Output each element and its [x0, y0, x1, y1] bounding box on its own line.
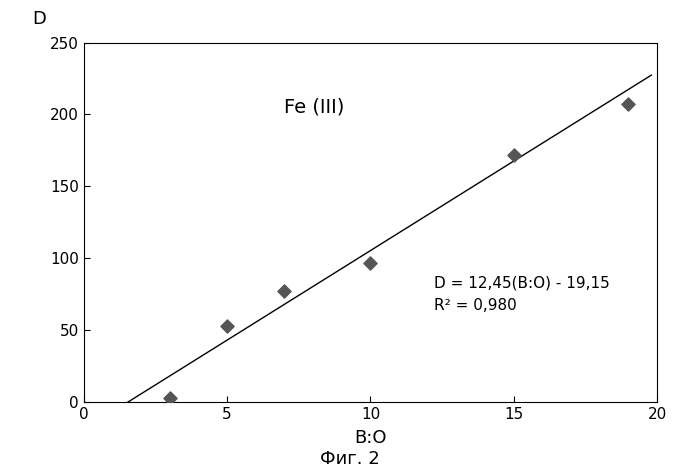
Point: [222, 322, 233, 330]
Text: D = 12,45(B:O) - 19,15
R² = 0,980: D = 12,45(B:O) - 19,15 R² = 0,980: [433, 276, 610, 313]
Text: Fe (III): Fe (III): [284, 98, 345, 117]
Text: D: D: [32, 10, 46, 28]
Point: [164, 394, 175, 402]
X-axis label: B:O: B:O: [354, 429, 387, 447]
Text: Фиг. 2: Фиг. 2: [319, 450, 380, 468]
Point: [623, 101, 634, 108]
Point: [279, 288, 290, 295]
Point: [508, 151, 519, 158]
Point: [365, 259, 376, 266]
